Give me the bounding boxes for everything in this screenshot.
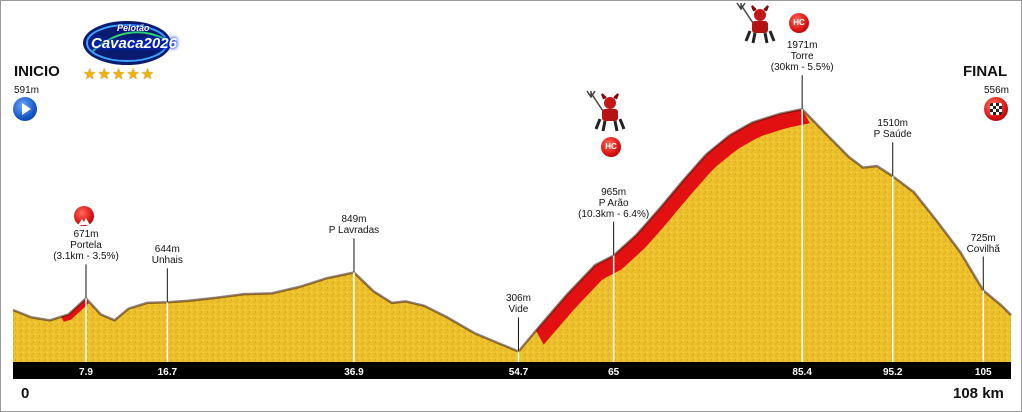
devil-icon xyxy=(736,2,776,44)
point-altitude: 644m xyxy=(154,244,180,256)
distance-axis-bar xyxy=(13,362,1011,379)
point-name: Unhais xyxy=(151,255,183,267)
mountain-cat4-icon xyxy=(74,206,94,226)
point-altitude: 849m xyxy=(341,214,367,226)
point-climb-stats: (10.3km - 6.4%) xyxy=(578,208,650,220)
km-tick-label: 105 xyxy=(974,367,992,378)
terrain-area xyxy=(13,109,1011,362)
point-altitude: 965m xyxy=(601,186,627,198)
point-climb-stats: (3.1km - 3.5%) xyxy=(53,251,119,263)
logo-title: Cavaca2026 xyxy=(91,35,177,52)
point-altitude: 725m xyxy=(970,232,996,244)
km-tick-label: 54.7 xyxy=(508,367,529,378)
km-tick-label: 7.9 xyxy=(79,367,93,378)
finish-label: FINAL xyxy=(963,63,1008,80)
hc-icon: HC xyxy=(601,137,621,157)
point-label: 671m Portela (3.1km - 3.5%) xyxy=(31,229,141,262)
hc-icon: HC xyxy=(789,13,809,33)
finish-flag-icon xyxy=(984,97,1008,121)
finish-km: 108 km xyxy=(953,385,1004,402)
point-name: P Saúde xyxy=(873,129,912,141)
logo-emblem-icon xyxy=(83,21,171,65)
km-tick-label: 95.2 xyxy=(882,367,903,378)
point-name: Torre xyxy=(790,51,814,63)
point-altitude: 1971m xyxy=(786,40,818,52)
climb-segment xyxy=(613,109,810,270)
race-logo: Pelotão Cavaca2026 ★★★★★ xyxy=(79,17,177,83)
point-label: 306m Vide xyxy=(463,293,573,315)
start-km: 0 xyxy=(21,385,30,402)
start-altitude: 591m xyxy=(14,85,40,96)
climb-segment xyxy=(536,255,622,345)
point-altitude: 306m xyxy=(505,293,531,305)
logo-subtitle: Pelotão xyxy=(117,23,150,33)
point-label: 849m P Lavradas xyxy=(299,214,409,236)
km-tick-label: 36.9 xyxy=(344,367,364,378)
point-label: 644m Unhais xyxy=(112,244,222,266)
point-name: P Arão xyxy=(598,197,629,209)
km-tick-label: 85.4 xyxy=(792,367,812,378)
point-altitude: 1510m xyxy=(877,118,908,130)
point-name: Covilhã xyxy=(966,243,1000,255)
point-name: P Lavradas xyxy=(328,225,380,237)
point-label: 965m P Arão (10.3km - 6.4%) xyxy=(559,187,669,220)
km-tick-label: 16.7 xyxy=(157,367,178,378)
point-name: Vide xyxy=(508,304,529,316)
point-label: 725m Covilhã xyxy=(928,232,1021,255)
point-label: 1510m P Saúde xyxy=(838,118,948,140)
devil-icon xyxy=(586,90,626,132)
logo-stars: ★★★★★ xyxy=(83,66,156,83)
point-climb-stats: (30km - 5.5%) xyxy=(770,62,834,74)
point-altitude: 671m xyxy=(73,229,99,241)
finish-altitude: 556m xyxy=(984,85,1010,96)
start-arrow-icon xyxy=(13,97,37,121)
point-label: 1971m Torre (30km - 5.5%) xyxy=(747,40,857,73)
start-label: INICIO xyxy=(14,63,60,80)
km-tick-label: 65 xyxy=(608,367,620,378)
point-name: Portela xyxy=(70,240,102,252)
